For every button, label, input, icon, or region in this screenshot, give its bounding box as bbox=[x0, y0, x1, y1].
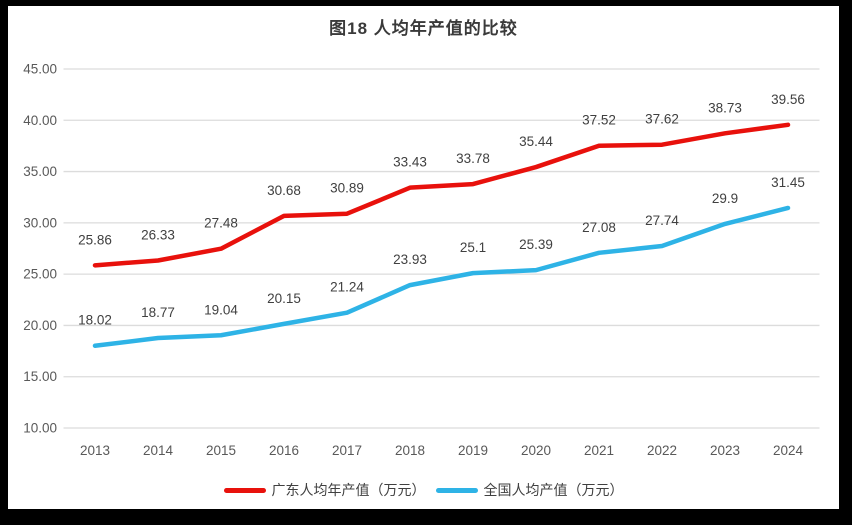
y-axis-tick-label: 45.00 bbox=[23, 62, 57, 77]
legend-label-guangdong: 广东人均年产值（万元） bbox=[271, 482, 426, 498]
x-axis-tick-label: 2013 bbox=[80, 443, 110, 458]
chart-canvas: 图18 人均年产值的比较 45.00 40.00 35.00 30.00 25.00 20… bbox=[8, 6, 839, 509]
data-label: 25.39 bbox=[519, 237, 553, 252]
data-label: 30.68 bbox=[267, 183, 301, 198]
data-label: 35.44 bbox=[519, 134, 553, 149]
data-label: 18.77 bbox=[141, 305, 175, 320]
data-label: 27.48 bbox=[204, 216, 238, 231]
x-axis-tick-label: 2022 bbox=[647, 443, 677, 458]
x-axis-tick-label: 2023 bbox=[710, 443, 740, 458]
data-label: 30.89 bbox=[330, 181, 364, 196]
data-label: 20.15 bbox=[267, 291, 301, 306]
red-line-swatch-icon bbox=[223, 487, 266, 493]
data-label: 38.73 bbox=[708, 100, 742, 115]
data-label: 23.93 bbox=[393, 252, 427, 267]
legend-label-national: 全国人均产值（万元） bbox=[483, 482, 624, 498]
y-axis-tick-label: 40.00 bbox=[23, 113, 57, 128]
y-axis-tick-label: 35.00 bbox=[23, 164, 57, 179]
data-label: 27.74 bbox=[645, 213, 679, 228]
data-label: 37.52 bbox=[582, 113, 616, 128]
data-label: 18.02 bbox=[78, 313, 112, 328]
x-axis-tick-label: 2019 bbox=[458, 443, 488, 458]
data-label: 25.86 bbox=[78, 232, 112, 247]
data-label: 19.04 bbox=[204, 302, 238, 317]
data-label: 31.45 bbox=[771, 175, 805, 190]
y-axis-tick-label: 30.00 bbox=[23, 215, 57, 230]
x-axis-tick-label: 2016 bbox=[269, 443, 299, 458]
series-line-0 bbox=[92, 122, 791, 268]
y-axis-tick-label: 25.00 bbox=[23, 267, 57, 282]
chart-legend: 广东人均年产值（万元） 全国人均产值（万元） bbox=[8, 480, 839, 500]
data-label: 25.1 bbox=[460, 240, 486, 255]
data-label: 33.43 bbox=[393, 155, 427, 170]
x-axis-tick-label: 2015 bbox=[206, 443, 236, 458]
y-axis-tick-label: 15.00 bbox=[23, 369, 57, 384]
x-axis-tick-label: 2024 bbox=[773, 443, 804, 458]
data-label: 29.9 bbox=[712, 191, 738, 206]
series-line-1 bbox=[92, 205, 791, 348]
legend-item-national: 全国人均产值（万元） bbox=[435, 480, 624, 500]
x-axis-tick-label: 2020 bbox=[521, 443, 551, 458]
data-label: 27.08 bbox=[582, 220, 616, 235]
blue-line-swatch-icon bbox=[435, 487, 478, 493]
x-axis-tick-label: 2014 bbox=[143, 443, 174, 458]
x-axis-tick-label: 2021 bbox=[584, 443, 614, 458]
data-label: 39.56 bbox=[771, 92, 805, 107]
data-label: 26.33 bbox=[141, 228, 175, 243]
y-axis-tick-label: 20.00 bbox=[23, 318, 57, 333]
y-axis-tick-label: 10.00 bbox=[23, 421, 57, 436]
data-label: 37.62 bbox=[645, 112, 679, 127]
data-label: 33.78 bbox=[456, 151, 490, 166]
data-label: 21.24 bbox=[330, 280, 364, 295]
line-chart-plot: 45.00 40.00 35.00 30.00 25.00 20.00 15.00 10.00… bbox=[23, 62, 820, 458]
x-axis-tick-label: 2017 bbox=[332, 443, 362, 458]
chart-title: 图18 人均年产值的比较 bbox=[329, 19, 518, 38]
legend-item-guangdong: 广东人均年产值（万元） bbox=[223, 480, 426, 500]
x-axis-tick-label: 2018 bbox=[395, 443, 425, 458]
